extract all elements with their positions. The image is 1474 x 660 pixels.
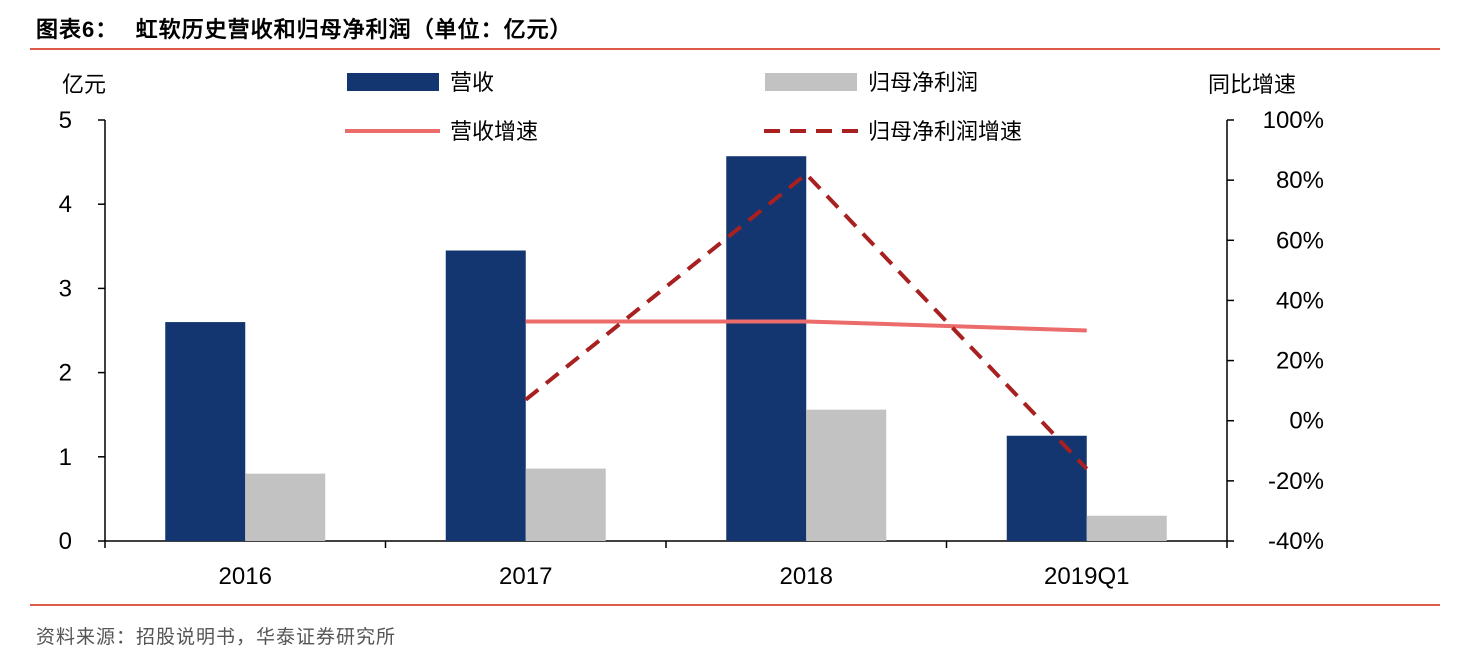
y2-tick-label: 60% [1276, 227, 1324, 254]
axes: 亿元 同比增速 [62, 73, 1296, 542]
title-colon: ： [95, 18, 119, 43]
y2-tick-label: -20% [1268, 468, 1324, 495]
profit-bar [245, 473, 326, 541]
y2-tick-label: 100% [1263, 107, 1324, 134]
revenue-bar [165, 322, 246, 541]
y-tick-label: 3 [59, 275, 72, 302]
title-number: 6 [82, 17, 96, 42]
title-text: 虹软历史营收和归母净利润（单位：亿元） [135, 18, 573, 43]
y-tick-label: 5 [59, 107, 72, 134]
chart-title: 图表6： 虹软历史营收和归母净利润（单位：亿元） [36, 12, 573, 44]
y-tick-label: 4 [59, 191, 72, 218]
revenue-bar [726, 156, 807, 541]
y-axis-label: 亿元 [62, 73, 106, 98]
revenue-bar [1006, 435, 1087, 541]
bottom-rule [30, 604, 1440, 606]
ticks: 0 1 2 3 4 5 -40% -20% 0% 20% 40% 60% 80% 100% [59, 107, 1324, 555]
legend-swatch-revenue [347, 73, 439, 91]
x-tick-label: 2016 [219, 563, 272, 590]
y-tick-label: 0 [59, 528, 72, 555]
legend-swatch-profit [765, 73, 857, 91]
profit-growth-line [524, 171, 1089, 471]
profit-bar [525, 468, 606, 541]
y2-axis-label: 同比增速 [1208, 73, 1296, 98]
y2-tick-label: 80% [1276, 167, 1324, 194]
legend-label-revenue: 营收 [450, 71, 494, 96]
x-tick-label: 2018 [780, 563, 833, 590]
legend-label-revenue-growth: 营收增速 [450, 120, 538, 145]
revenue-bar [445, 250, 526, 541]
y2-tick-label: 40% [1276, 287, 1324, 314]
y2-tick-label: 0% [1289, 408, 1324, 435]
x-tick-label: 2017 [499, 563, 552, 590]
profit-bar [806, 409, 887, 541]
title-label: 图表 [36, 18, 83, 43]
x-tick-label: 2019Q1 [1044, 563, 1129, 590]
bars [165, 156, 1167, 541]
top-rule [30, 48, 1440, 50]
legend: 营收 归母净利润 营收增速 归母净利润增速 [345, 71, 1022, 145]
legend-label-profit: 归母净利润 [868, 71, 978, 96]
y-tick-label: 2 [59, 360, 72, 387]
x-axis-labels: 2016 2017 2018 2019Q1 [219, 563, 1130, 590]
legend-label-profit-growth: 归母净利润增速 [868, 120, 1022, 145]
source-note: 资料来源：招股说明书，华泰证券研究所 [36, 626, 397, 648]
y2-tick-label: -40% [1268, 528, 1324, 555]
y2-tick-label: 20% [1276, 348, 1324, 375]
y-tick-label: 1 [59, 444, 72, 471]
profit-bar [1086, 515, 1167, 541]
revenue-growth-line [525, 319, 1087, 333]
lines [524, 171, 1089, 471]
